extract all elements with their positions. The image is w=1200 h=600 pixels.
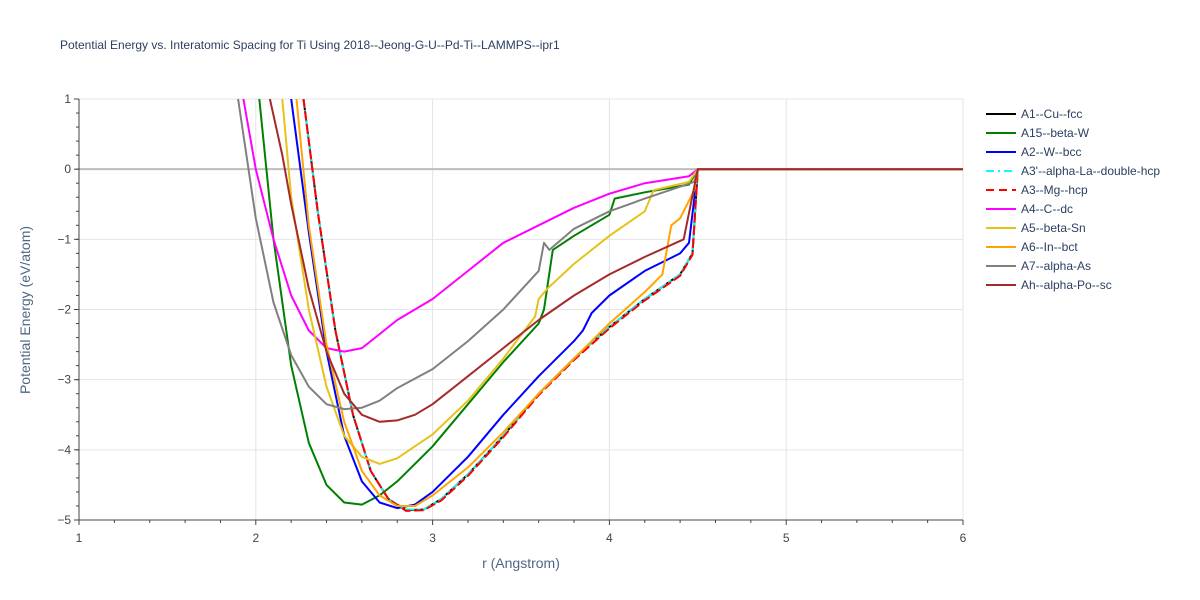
series-line-ah-alpha-po-sc[interactable] (268, 99, 963, 423)
legend-label: A4--C--dc (1021, 202, 1073, 216)
legend-label: A3'--alpha-La--double-hcp (1021, 164, 1160, 178)
y-tick-label: −5 (57, 513, 71, 527)
legend-item[interactable]: A5--beta-Sn (986, 221, 1086, 235)
series-line-a3-alpha-la-double-hcp[interactable] (302, 99, 964, 511)
x-tick-label: 3 (429, 531, 436, 545)
legend-item[interactable]: A7--alpha-As (986, 259, 1091, 273)
legend-label: A6--In--bct (1021, 240, 1078, 254)
series-line-a7-alpha-as[interactable] (237, 99, 963, 411)
y-tick-label: 0 (64, 162, 71, 176)
legend-label: A5--beta-Sn (1021, 221, 1086, 235)
legend-label: A1--Cu--fcc (1021, 107, 1082, 121)
legend-label: A15--beta-W (1021, 126, 1090, 140)
legend-label: Ah--alpha-Po--sc (1021, 278, 1112, 292)
legend-item[interactable]: A6--In--bct (986, 240, 1078, 254)
legend-label: A7--alpha-As (1021, 259, 1091, 273)
y-axis-ticks: 1 0 −1 −2 −3 −4 −5 (57, 92, 79, 527)
x-tick-label: 1 (76, 531, 83, 545)
x-tick-label: 2 (252, 531, 259, 545)
series-lines (237, 99, 964, 512)
x-axis-label: r (Angstrom) (482, 555, 560, 571)
chart-title: Potential Energy vs. Interatomic Spacing… (60, 38, 560, 52)
x-axis-ticks: 1 2 3 4 5 6 (76, 520, 967, 545)
series-line-a3-mg-hcp[interactable] (302, 99, 964, 512)
series-line-a15-beta-w[interactable] (258, 99, 963, 506)
legend-item[interactable]: A2--W--bcc (986, 145, 1081, 159)
x-tick-label: 6 (960, 531, 967, 545)
y-tick-label: −1 (57, 232, 71, 246)
grid-lines (79, 98, 964, 520)
y-tick-label: −2 (57, 303, 71, 317)
y-tick-label: −4 (57, 443, 71, 457)
legend-item[interactable]: A3--Mg--hcp (986, 183, 1088, 197)
series-line-a1-cu-fcc[interactable] (302, 99, 964, 512)
series-line-a5-beta-sn[interactable] (281, 99, 963, 465)
legend-item[interactable]: A4--C--dc (986, 202, 1073, 216)
legend-item[interactable]: A1--Cu--fcc (986, 107, 1082, 121)
series-line-a6-in-bct[interactable] (295, 99, 964, 507)
legend-item[interactable]: Ah--alpha-Po--sc (986, 278, 1112, 292)
series-line-a4-c-dc[interactable] (242, 99, 963, 353)
y-tick-label: −3 (57, 373, 71, 387)
legend-label: A3--Mg--hcp (1021, 183, 1088, 197)
legend-item[interactable]: A3'--alpha-La--double-hcp (986, 164, 1160, 178)
legend-label: A2--W--bcc (1021, 145, 1081, 159)
y-axis-label: Potential Energy (eV/atom) (17, 226, 33, 394)
series-line-a2-w-bcc[interactable] (290, 99, 963, 510)
x-tick-label: 5 (783, 531, 790, 545)
legend: A1--Cu--fcc A15--beta-W A2--W--bcc A3'--alp… (986, 107, 1160, 292)
x-tick-label: 4 (606, 531, 613, 545)
y-tick-label: 1 (64, 92, 71, 106)
legend-item[interactable]: A15--beta-W (986, 126, 1090, 140)
